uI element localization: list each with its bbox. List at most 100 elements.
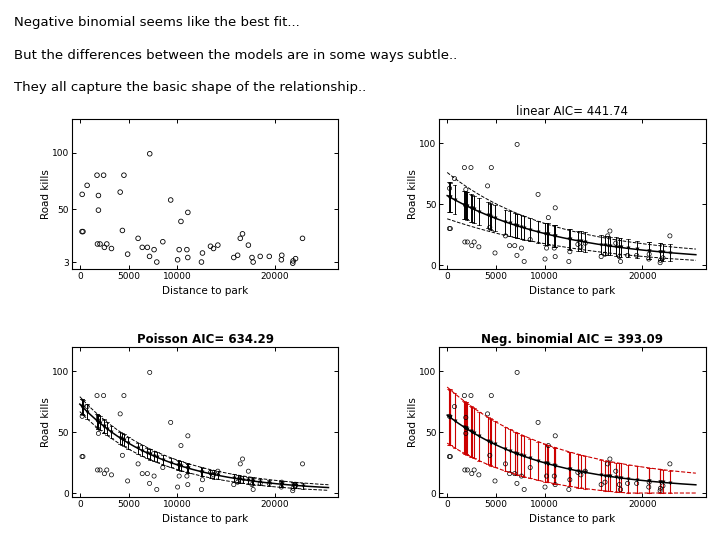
Point xyxy=(572,468,584,477)
Point xyxy=(459,163,470,172)
Point xyxy=(460,413,472,422)
Point xyxy=(549,431,561,440)
Point xyxy=(465,427,477,436)
Point xyxy=(197,468,208,476)
Point xyxy=(235,460,246,468)
Point xyxy=(549,204,561,212)
Point xyxy=(580,468,591,477)
Point xyxy=(462,465,473,474)
Point xyxy=(228,474,240,483)
Point xyxy=(243,467,254,476)
Point xyxy=(118,392,130,400)
Point xyxy=(142,449,153,457)
Point xyxy=(106,428,117,436)
Point xyxy=(549,232,561,240)
Point xyxy=(196,485,207,494)
Point xyxy=(599,250,611,259)
Point xyxy=(622,479,634,488)
Point xyxy=(613,474,625,482)
Point xyxy=(657,248,669,256)
Point xyxy=(532,418,544,427)
Title: linear AIC= 441.74: linear AIC= 441.74 xyxy=(516,105,629,118)
Point xyxy=(484,212,495,220)
Point xyxy=(469,429,480,438)
Point xyxy=(91,240,103,248)
Point xyxy=(287,259,299,267)
Point xyxy=(182,480,194,489)
Point xyxy=(204,468,216,477)
Point xyxy=(644,478,655,487)
Point xyxy=(543,441,554,450)
Point xyxy=(444,452,456,461)
Point xyxy=(93,417,104,426)
Point xyxy=(196,467,207,476)
Point xyxy=(631,245,642,254)
Point xyxy=(248,258,259,266)
Point xyxy=(76,412,88,421)
Point xyxy=(465,392,477,400)
Point xyxy=(118,436,130,444)
Point xyxy=(602,472,613,481)
Point xyxy=(460,429,472,438)
Point xyxy=(489,477,500,485)
Point xyxy=(580,238,591,246)
Point xyxy=(654,487,666,495)
Point xyxy=(276,480,287,489)
Point xyxy=(564,247,575,256)
Point xyxy=(549,461,560,470)
Point xyxy=(181,245,193,254)
Point xyxy=(511,140,523,149)
Point xyxy=(643,483,654,491)
Point xyxy=(243,476,254,485)
Point xyxy=(580,239,591,247)
Point xyxy=(157,463,168,472)
Point xyxy=(631,476,642,484)
Point xyxy=(518,485,530,494)
Point xyxy=(91,417,103,426)
Point xyxy=(208,470,220,479)
Point xyxy=(543,213,554,222)
Point xyxy=(654,484,666,492)
Point xyxy=(541,244,552,252)
Point xyxy=(76,402,88,411)
Point xyxy=(264,478,275,487)
Point xyxy=(444,224,456,233)
Point xyxy=(197,249,208,258)
Point xyxy=(144,368,156,377)
Point xyxy=(595,252,607,261)
Point xyxy=(232,475,243,483)
Point xyxy=(77,452,89,461)
Point xyxy=(516,451,527,460)
Point xyxy=(518,224,530,232)
Point xyxy=(122,438,133,447)
Point xyxy=(276,480,287,489)
Point xyxy=(144,479,156,488)
Point xyxy=(232,251,243,260)
Point xyxy=(595,471,607,480)
Point xyxy=(654,478,666,487)
Point xyxy=(604,242,616,251)
Point xyxy=(114,188,126,197)
Point xyxy=(98,392,109,400)
Point xyxy=(117,451,128,460)
Point xyxy=(466,241,477,250)
Point xyxy=(246,477,258,485)
Point xyxy=(500,460,511,468)
Point xyxy=(473,432,485,441)
Point xyxy=(122,250,133,259)
Point xyxy=(511,449,523,458)
Point xyxy=(132,234,144,242)
Point xyxy=(91,416,103,425)
Point xyxy=(81,402,93,411)
Point xyxy=(539,230,551,238)
Point xyxy=(99,422,110,431)
Point xyxy=(151,258,163,266)
Point xyxy=(509,221,521,230)
Point xyxy=(287,256,299,265)
Point xyxy=(484,223,495,232)
Point xyxy=(174,472,185,481)
Point xyxy=(622,251,634,260)
Point xyxy=(93,191,104,200)
Point xyxy=(572,240,584,249)
Point xyxy=(613,252,625,261)
